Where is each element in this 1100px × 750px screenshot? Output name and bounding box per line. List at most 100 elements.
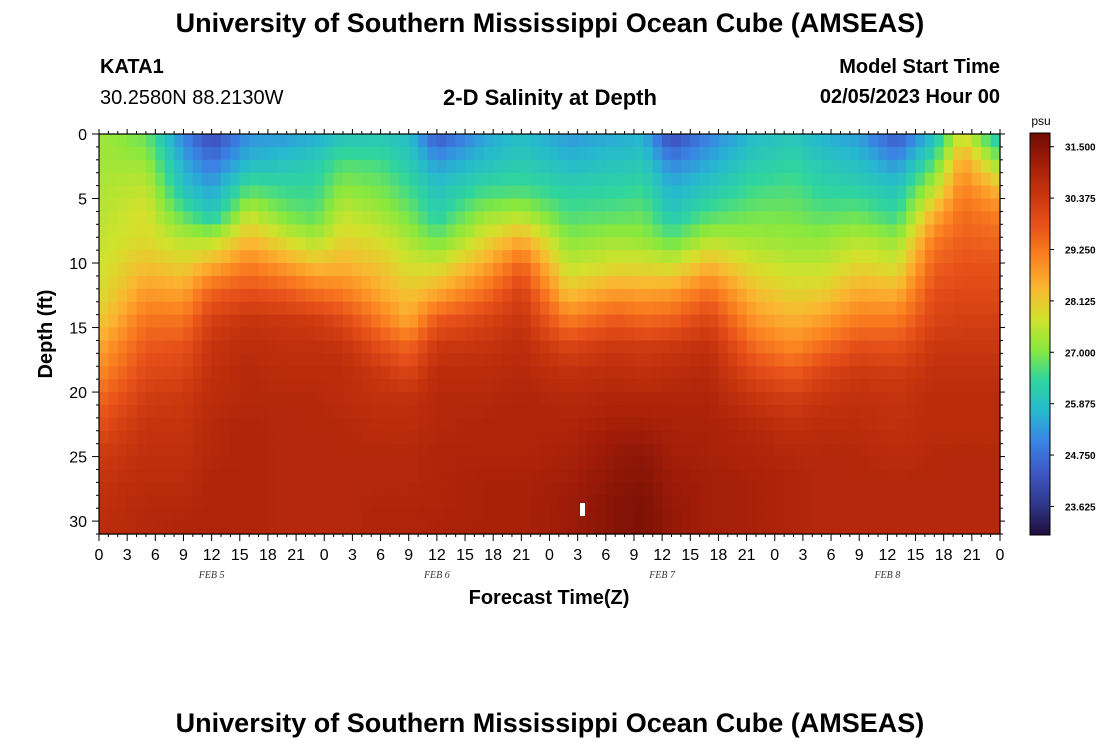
heat-cell bbox=[418, 301, 429, 316]
heat-cell bbox=[305, 495, 316, 509]
heat-cell bbox=[652, 301, 663, 316]
heat-cell bbox=[643, 482, 654, 496]
heat-cell bbox=[605, 314, 616, 329]
heat-cell bbox=[821, 288, 832, 303]
heat-cell bbox=[493, 134, 504, 148]
heat-cell bbox=[652, 469, 663, 483]
heat-cell bbox=[174, 495, 185, 509]
heat-cell bbox=[324, 198, 335, 213]
heat-cell bbox=[455, 379, 466, 393]
heat-cell bbox=[896, 521, 907, 535]
heat-cell bbox=[877, 327, 888, 342]
heat-cell bbox=[953, 301, 964, 316]
heat-cell bbox=[671, 172, 682, 187]
heat-cell bbox=[249, 379, 260, 393]
heat-cell bbox=[540, 185, 551, 200]
heat-cell bbox=[145, 508, 156, 522]
heat-cell bbox=[352, 211, 363, 225]
heat-cell bbox=[615, 211, 626, 225]
heat-cell bbox=[296, 211, 307, 225]
heat-cell bbox=[737, 469, 748, 483]
heat-cell bbox=[371, 430, 382, 445]
heat-cell bbox=[615, 134, 626, 148]
heat-cell bbox=[155, 366, 166, 380]
heat-cell bbox=[117, 456, 128, 471]
heat-cell bbox=[530, 366, 541, 380]
heat-cell bbox=[774, 482, 785, 496]
heat-cell bbox=[624, 314, 635, 329]
heat-cell bbox=[596, 134, 607, 148]
heat-cell bbox=[690, 495, 701, 509]
heat-cell bbox=[662, 301, 673, 316]
heat-cell bbox=[286, 288, 297, 303]
heat-cell bbox=[868, 275, 879, 290]
heat-cell bbox=[887, 288, 898, 303]
heat-cell bbox=[709, 443, 720, 458]
heat-cell bbox=[333, 417, 344, 432]
heat-cell bbox=[587, 198, 598, 213]
heat-cell bbox=[221, 392, 231, 406]
heat-cell bbox=[530, 521, 541, 535]
heat-cell bbox=[624, 185, 635, 200]
heat-cell bbox=[605, 469, 616, 483]
heat-cell bbox=[399, 288, 410, 303]
x-tick-label: 15 bbox=[456, 547, 474, 564]
heat-cell bbox=[868, 495, 879, 509]
heat-cell bbox=[906, 314, 917, 329]
heat-cell bbox=[296, 185, 307, 200]
heat-cell bbox=[877, 275, 888, 290]
heat-cell bbox=[831, 340, 842, 354]
heat-cell bbox=[258, 495, 269, 509]
heat-cell bbox=[211, 237, 222, 251]
heat-cell bbox=[408, 185, 419, 200]
heat-cell bbox=[418, 508, 429, 522]
heat-cell bbox=[474, 392, 485, 406]
heat-cell bbox=[305, 211, 316, 225]
heat-cell bbox=[765, 314, 776, 329]
heat-cell bbox=[446, 224, 457, 238]
heat-cell bbox=[352, 314, 363, 329]
heat-cell bbox=[446, 340, 457, 354]
heat-cell bbox=[324, 159, 335, 174]
heat-cell bbox=[530, 379, 541, 393]
heat-cell bbox=[343, 250, 354, 264]
heat-cell bbox=[633, 224, 644, 238]
heat-cell bbox=[831, 469, 842, 483]
heat-cell bbox=[793, 237, 804, 251]
heat-cell bbox=[380, 392, 391, 406]
heat-cell bbox=[211, 327, 222, 342]
heat-cell bbox=[399, 404, 410, 419]
heat-cell bbox=[868, 521, 879, 535]
heat-cell bbox=[436, 521, 447, 535]
heat-cell bbox=[277, 185, 288, 200]
heat-cell bbox=[774, 417, 785, 432]
heat-cell bbox=[906, 340, 917, 354]
heat-cell bbox=[521, 417, 532, 432]
heat-cell bbox=[737, 404, 748, 419]
heat-cell bbox=[896, 340, 907, 354]
heat-cell bbox=[324, 172, 335, 187]
heat-cell bbox=[924, 379, 935, 393]
heat-cell bbox=[615, 417, 626, 432]
colorbar-tick-label: 27.000 bbox=[1065, 348, 1096, 359]
heat-cell bbox=[371, 185, 382, 200]
heat-cell bbox=[408, 250, 419, 264]
heat-cell bbox=[502, 146, 513, 161]
heat-cell bbox=[709, 224, 720, 238]
heat-cell bbox=[145, 392, 156, 406]
heat-cell bbox=[380, 327, 391, 342]
heat-cell bbox=[427, 430, 438, 445]
heat-cell bbox=[596, 379, 607, 393]
heat-cell bbox=[821, 495, 832, 509]
heat-cell bbox=[943, 172, 954, 187]
heat-cell bbox=[906, 495, 917, 509]
heat-cell bbox=[943, 366, 954, 380]
heat-cell bbox=[727, 379, 738, 393]
heat-cell bbox=[671, 250, 682, 264]
heat-cell bbox=[831, 482, 842, 496]
heat-cell bbox=[971, 224, 982, 238]
heat-cell bbox=[662, 379, 673, 393]
heat-cell bbox=[249, 340, 260, 354]
heat-cell bbox=[408, 379, 419, 393]
heat-cell bbox=[436, 417, 447, 432]
